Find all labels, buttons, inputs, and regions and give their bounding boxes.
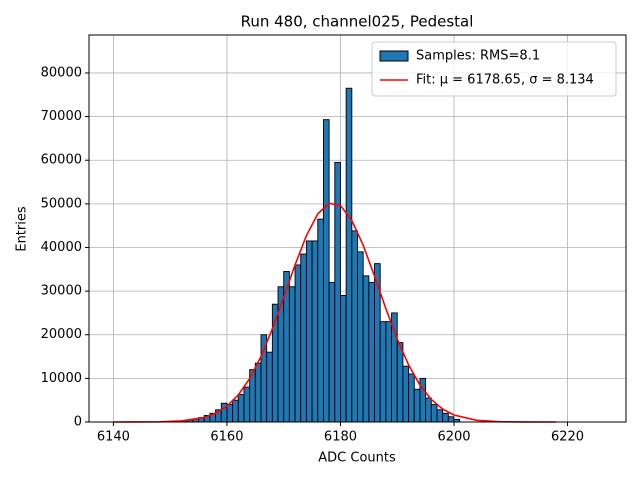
x-axis-label: ADC Counts xyxy=(318,451,396,466)
x-tick-label: 6220 xyxy=(551,430,584,445)
chart-title: Run 480, channel025, Pedestal xyxy=(241,13,474,31)
y-tick-label: 50000 xyxy=(41,196,82,211)
histogram-bar xyxy=(430,404,438,423)
histogram-bar xyxy=(447,416,455,423)
histogram-bar xyxy=(379,321,387,423)
y-tick-label: 70000 xyxy=(41,109,82,124)
histogram-bar xyxy=(425,397,432,423)
histogram-bar xyxy=(351,230,358,423)
histogram-bar xyxy=(340,295,347,423)
histogram-bar xyxy=(385,321,393,423)
histogram-bar xyxy=(243,386,251,423)
histogram-bar xyxy=(288,286,296,423)
histogram-bar xyxy=(305,240,313,423)
histogram-bar xyxy=(266,351,273,423)
histogram-bar xyxy=(408,373,415,423)
histogram-bar xyxy=(232,399,239,423)
histogram-bar xyxy=(345,87,353,423)
histogram-bar xyxy=(300,253,307,423)
histogram-bar xyxy=(328,281,336,423)
y-tick-label: 60000 xyxy=(41,153,82,168)
x-tick-label: 6180 xyxy=(324,430,357,445)
x-tick-label: 6160 xyxy=(210,430,243,445)
fit-line xyxy=(113,202,557,423)
x-tick-label: 6140 xyxy=(97,430,130,445)
histogram-bar xyxy=(413,388,421,423)
histogram-bar xyxy=(226,404,234,423)
histogram-bar xyxy=(311,240,319,423)
histogram-bar xyxy=(317,218,324,423)
histogram-bar xyxy=(334,161,341,423)
histogram-bar xyxy=(396,342,404,423)
y-tick-label: 40000 xyxy=(41,240,82,255)
y-tick-label: 80000 xyxy=(41,65,82,80)
histogram-bar xyxy=(442,412,449,423)
x-tick-label: 6200 xyxy=(437,430,470,445)
legend-label: Samples: RMS=8.1 xyxy=(416,49,540,64)
histogram-bar xyxy=(322,119,330,423)
histogram-bar xyxy=(362,275,370,423)
y-tick-label: 0 xyxy=(74,415,82,430)
y-axis-label: Entries xyxy=(15,206,30,252)
histogram-bar xyxy=(237,394,245,423)
histogram-bar xyxy=(294,264,302,423)
axes-frame xyxy=(88,34,627,423)
y-tick-label: 30000 xyxy=(41,284,82,299)
legend-box xyxy=(371,41,617,97)
histogram-bar xyxy=(436,409,444,423)
legend-swatch xyxy=(379,50,409,62)
histogram-bar xyxy=(402,365,410,423)
plot xyxy=(113,87,557,423)
histogram-bar xyxy=(374,263,381,423)
histogram-bar xyxy=(368,281,375,423)
y-tick-label: 20000 xyxy=(41,327,82,342)
y-tick-label: 10000 xyxy=(41,371,82,386)
legend-label: Fit: μ = 6178.65, σ = 8.134 xyxy=(416,73,594,88)
histogram-bar xyxy=(254,362,262,423)
histogram-bar xyxy=(357,251,364,423)
